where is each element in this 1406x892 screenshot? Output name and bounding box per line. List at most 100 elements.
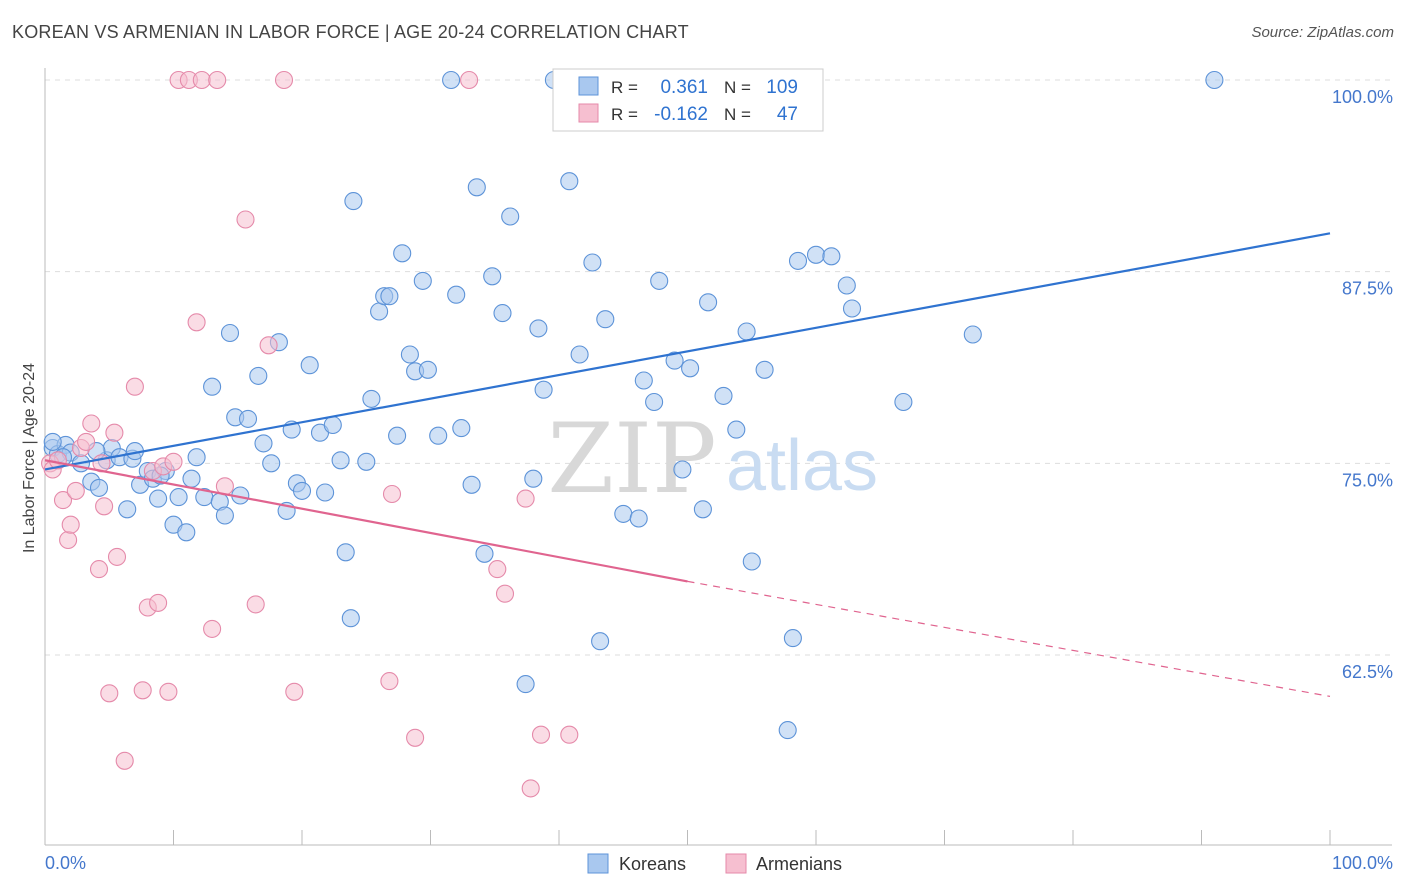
korean-point bbox=[187, 448, 206, 467]
korean-point bbox=[452, 419, 471, 438]
legend-r-label-1: R = bbox=[611, 78, 638, 97]
korean-point bbox=[483, 267, 502, 286]
legend-r-label-2: R = bbox=[611, 105, 638, 124]
korean-point bbox=[806, 245, 826, 264]
korean-point bbox=[249, 366, 268, 385]
legend-r-value-2: -0.162 bbox=[654, 104, 708, 125]
armenian-point bbox=[406, 728, 425, 747]
korean-point bbox=[380, 287, 399, 306]
armenian-point bbox=[203, 619, 222, 638]
korean-point bbox=[778, 721, 797, 740]
y-tick-label: 75.0% bbox=[1342, 470, 1393, 490]
korean-point bbox=[650, 271, 669, 290]
armenian-point bbox=[59, 530, 78, 550]
korean-point bbox=[462, 475, 481, 494]
korean-point bbox=[388, 426, 407, 445]
chart-title: KOREAN VS ARMENIAN IN LABOR FORCE | AGE … bbox=[12, 22, 689, 42]
watermark-zip: ZIP bbox=[547, 403, 716, 515]
armenian-point bbox=[66, 481, 85, 500]
korean-point bbox=[842, 299, 862, 318]
watermark-atlas: atlas bbox=[726, 426, 878, 506]
korean-point bbox=[323, 415, 342, 435]
korean-point bbox=[493, 304, 512, 323]
korean-point bbox=[783, 629, 802, 648]
korean-point bbox=[215, 506, 234, 525]
korean-point bbox=[89, 478, 109, 497]
korean-point bbox=[475, 544, 494, 563]
armenian-point bbox=[380, 672, 399, 691]
korean-point bbox=[822, 247, 841, 266]
legend-n-value-1: 109 bbox=[766, 77, 798, 98]
korean-point bbox=[43, 432, 62, 451]
korean-point bbox=[149, 489, 168, 508]
korean-point bbox=[331, 451, 350, 470]
armenian-point bbox=[274, 70, 294, 90]
korean-point bbox=[755, 360, 774, 379]
korean-point bbox=[344, 192, 363, 211]
korean-point bbox=[393, 244, 412, 263]
korean-point bbox=[534, 380, 553, 399]
armenian-point bbox=[560, 725, 579, 744]
korean-point bbox=[665, 351, 684, 370]
korean-point bbox=[357, 452, 376, 471]
korean-point bbox=[1205, 70, 1224, 90]
korean-point bbox=[169, 488, 188, 507]
y-axis-label: In Labor Force | Age 20-24 bbox=[21, 363, 38, 553]
armenian-point bbox=[100, 684, 119, 703]
x-tick-label-min: 0.0% bbox=[45, 853, 86, 873]
korean-point bbox=[467, 178, 486, 197]
series-legend-koreans: Koreans bbox=[619, 854, 686, 874]
korean-point bbox=[118, 500, 137, 519]
armenian-point bbox=[460, 70, 479, 90]
armenian-point bbox=[208, 70, 227, 90]
korean-point bbox=[788, 251, 808, 270]
armenian-point bbox=[107, 547, 127, 566]
korean-point bbox=[362, 389, 381, 408]
korean-point bbox=[681, 359, 700, 378]
korean-point bbox=[501, 207, 520, 226]
korean-point bbox=[629, 509, 648, 528]
armenian-point bbox=[187, 313, 206, 332]
legend-r-value-1: 0.361 bbox=[660, 77, 708, 98]
korean-point bbox=[673, 460, 692, 479]
korean-point bbox=[336, 543, 355, 562]
series-legend-armenians: Armenians bbox=[756, 854, 842, 874]
armenian-point bbox=[61, 515, 80, 534]
armenian-trend-extension bbox=[687, 580, 1331, 697]
korean-point bbox=[591, 632, 610, 651]
armenian-point bbox=[382, 484, 402, 504]
armenian-point bbox=[53, 491, 73, 510]
korean-point bbox=[614, 504, 633, 523]
korean-point bbox=[727, 420, 746, 439]
korean-trend-line bbox=[44, 232, 1331, 471]
armenian-point bbox=[164, 452, 183, 471]
korean-point bbox=[429, 426, 448, 445]
armenian-point bbox=[115, 751, 134, 770]
korean-point bbox=[699, 293, 718, 312]
series-legend: Koreans Armenians bbox=[587, 853, 842, 874]
armenian-point bbox=[149, 593, 168, 612]
korean-point bbox=[963, 325, 982, 344]
armenian-point bbox=[159, 682, 178, 701]
armenian-point bbox=[95, 497, 114, 516]
korean-point bbox=[177, 523, 196, 542]
korean-point bbox=[737, 322, 756, 341]
armenian-point bbox=[246, 595, 265, 614]
korean-point bbox=[634, 371, 653, 390]
tick-labels: 100.0% 87.5% 75.0% 62.5% 0.0% 100.0% bbox=[45, 87, 1393, 873]
series-legend-swatch-koreans bbox=[587, 853, 609, 874]
armenian-point bbox=[285, 682, 304, 701]
armenian-point bbox=[236, 210, 255, 229]
korean-point bbox=[516, 675, 535, 694]
armenian-point bbox=[259, 336, 278, 355]
korean-point bbox=[182, 469, 201, 488]
armenian-point bbox=[516, 489, 535, 508]
korean-point bbox=[203, 377, 222, 396]
legend-n-value-2: 47 bbox=[777, 104, 798, 125]
armenian-point bbox=[133, 681, 152, 700]
korean-point bbox=[220, 323, 240, 343]
grid-lines bbox=[45, 79, 1392, 656]
korean-point bbox=[238, 409, 258, 428]
korean-point bbox=[570, 345, 589, 364]
